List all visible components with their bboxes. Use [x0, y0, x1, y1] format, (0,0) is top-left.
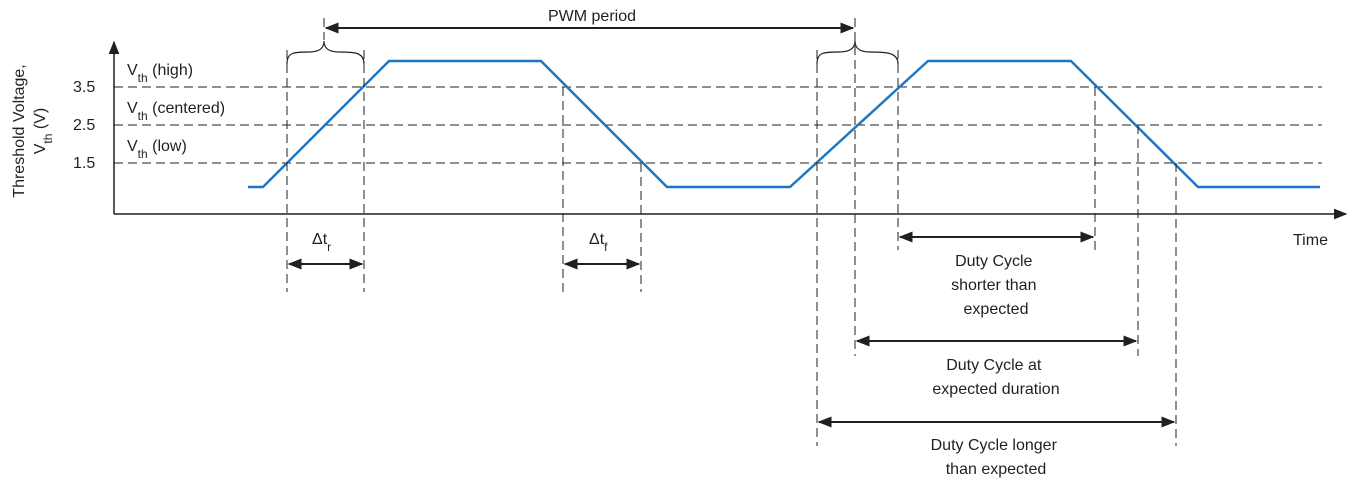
- pwm-period-label: PWM period: [548, 8, 636, 25]
- tick-label-2-5: 2.5: [73, 117, 95, 134]
- duty-shorter-label: Duty Cycle shorter than expected: [951, 253, 1041, 318]
- fall-time-label: Δtf: [589, 231, 608, 254]
- threshold-label-low: Vth (low): [127, 138, 187, 161]
- threshold-label-high: Vth (high): [127, 62, 193, 85]
- fall-edge-brace: [816, 40, 899, 65]
- svg-text:Threshold Voltage,: Threshold Voltage,: [11, 64, 28, 197]
- y-axis-title: Threshold Voltage, Vth (V): [11, 64, 55, 197]
- threshold-label-centered: Vth (centered): [127, 100, 225, 123]
- tick-label-3-5: 3.5: [73, 79, 95, 96]
- x-axis-label: Time: [1293, 232, 1328, 249]
- duty-longer-label: Duty Cycle longer than expected: [931, 437, 1062, 478]
- pwm-waveform: [248, 59, 1320, 189]
- tick-label-1-5: 1.5: [73, 155, 95, 172]
- svg-text:Vth (V): Vth (V): [32, 108, 55, 154]
- duty-expected-label: Duty Cycle at expected duration: [932, 357, 1059, 398]
- rise-time-label: Δtr: [312, 231, 331, 254]
- rise-brace: [286, 40, 365, 65]
